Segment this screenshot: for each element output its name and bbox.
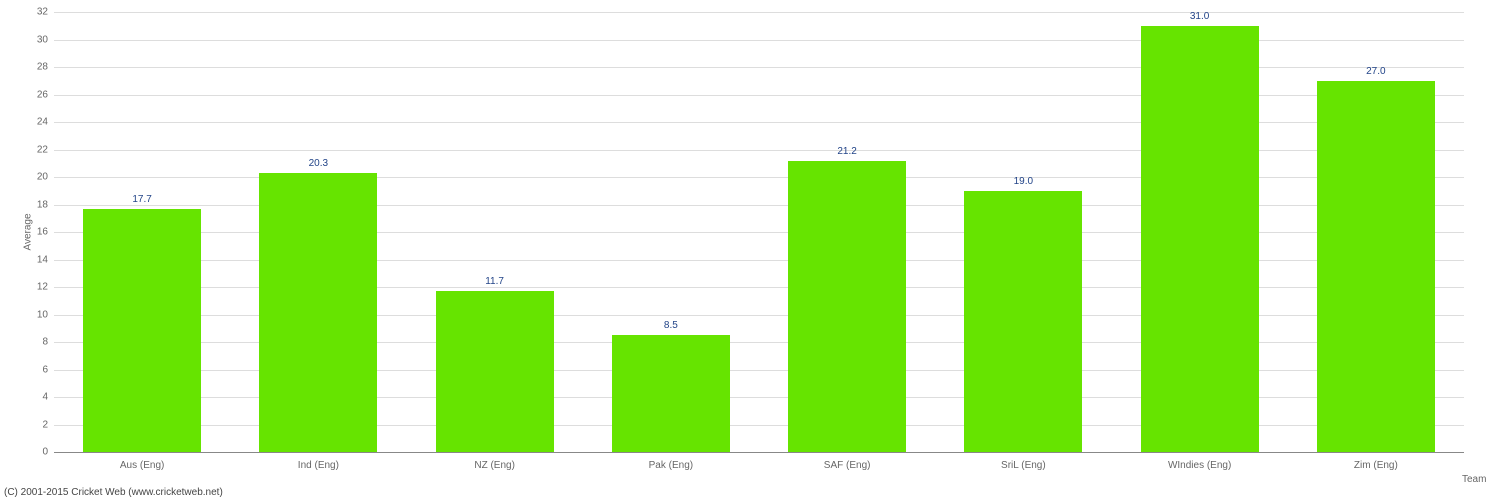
- x-tick-label: Ind (Eng): [298, 452, 339, 471]
- y-tick-label: 26: [37, 89, 54, 100]
- bar-value-label: 31.0: [1190, 11, 1209, 22]
- y-tick-label: 18: [37, 199, 54, 210]
- y-tick-label: 4: [42, 392, 54, 403]
- y-tick-label: 28: [37, 62, 54, 73]
- y-tick-label: 0: [42, 447, 54, 458]
- x-axis-label: Team: [1462, 474, 1486, 485]
- bar: 20.3: [259, 173, 377, 452]
- bar-value-label: 27.0: [1366, 66, 1385, 77]
- y-tick-label: 20: [37, 172, 54, 183]
- baseline: [54, 452, 1464, 453]
- x-tick-label: SAF (Eng): [824, 452, 871, 471]
- x-tick-label: NZ (Eng): [474, 452, 515, 471]
- y-tick-label: 24: [37, 117, 54, 128]
- copyright-text: (C) 2001-2015 Cricket Web (www.cricketwe…: [4, 487, 223, 498]
- y-tick-label: 8: [42, 337, 54, 348]
- bar-value-label: 21.2: [837, 146, 856, 157]
- bar-value-label: 20.3: [309, 158, 328, 169]
- bar: 11.7: [436, 291, 554, 452]
- bar-value-label: 11.7: [485, 276, 504, 287]
- bar: 31.0: [1141, 26, 1259, 452]
- plot-area: 0246810121416182022242628303217.7Aus (En…: [54, 12, 1464, 452]
- chart-container: 0246810121416182022242628303217.7Aus (En…: [0, 0, 1500, 500]
- bar: 17.7: [83, 209, 201, 452]
- gridline: [54, 12, 1464, 13]
- x-tick-label: Pak (Eng): [649, 452, 693, 471]
- y-tick-label: 14: [37, 254, 54, 265]
- y-tick-label: 30: [37, 34, 54, 45]
- x-tick-label: Aus (Eng): [120, 452, 164, 471]
- x-tick-label: WIndies (Eng): [1168, 452, 1231, 471]
- y-tick-label: 2: [42, 419, 54, 430]
- bar-value-label: 17.7: [132, 194, 151, 205]
- bar: 8.5: [612, 335, 730, 452]
- bar: 19.0: [964, 191, 1082, 452]
- y-tick-label: 12: [37, 282, 54, 293]
- y-tick-label: 32: [37, 7, 54, 18]
- y-tick-label: 10: [37, 309, 54, 320]
- bar: 21.2: [788, 161, 906, 453]
- bar-value-label: 8.5: [664, 320, 678, 331]
- y-tick-label: 6: [42, 364, 54, 375]
- x-tick-label: Zim (Eng): [1354, 452, 1398, 471]
- bar: 27.0: [1317, 81, 1435, 452]
- y-tick-label: 22: [37, 144, 54, 155]
- x-tick-label: SriL (Eng): [1001, 452, 1046, 471]
- y-axis-label: Average: [23, 213, 34, 250]
- bar-value-label: 19.0: [1014, 176, 1033, 187]
- y-tick-label: 16: [37, 227, 54, 238]
